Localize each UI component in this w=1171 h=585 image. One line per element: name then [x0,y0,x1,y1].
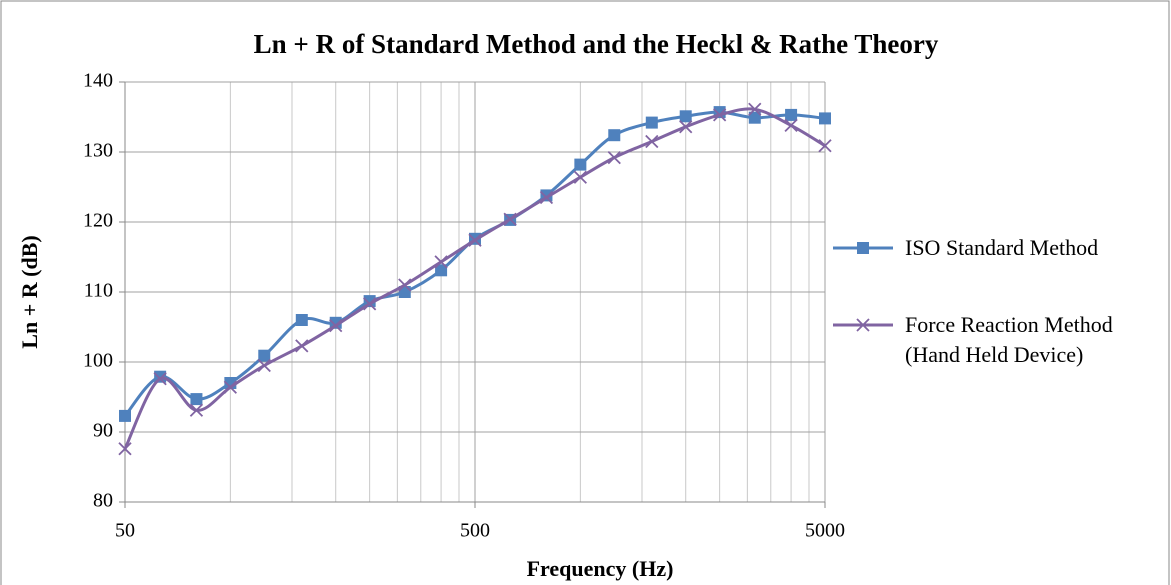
point-marker [785,108,798,121]
point-marker [748,102,762,116]
point-marker [295,339,309,353]
point-marker [434,255,448,269]
point-marker [607,150,621,165]
point-marker [573,170,587,184]
point-marker [608,129,621,142]
chart-title: Ln + R of Standard Method and the Heckl … [254,29,939,59]
point-marker [190,393,203,406]
point-marker [819,112,831,125]
y-axis-label: Ln + R (dB) [17,235,42,348]
point-marker [818,139,832,153]
legend-label: ISO Standard Method [905,235,1099,260]
point-marker [539,190,554,205]
point-marker [679,110,692,123]
point-marker [468,233,482,247]
y-tick-label: 80 [93,490,113,512]
point-marker [748,111,761,124]
point-marker [329,318,343,333]
point-marker [713,108,727,122]
x-tick-label: 5000 [805,520,845,542]
legend-label: Force Reaction Method (Hand Held Device) [905,312,1113,367]
x-axis-label: Frequency (Hz) [527,556,674,581]
legend-marker [856,318,870,332]
point-marker [679,120,693,134]
point-marker [119,409,131,422]
point-marker [398,278,412,292]
point-marker [223,380,237,394]
y-tick-label: 100 [83,350,113,372]
point-marker [645,116,658,129]
x-tick-label: 50 [115,520,135,542]
point-marker [645,134,659,149]
point-marker [784,118,798,133]
y-tick-label: 140 [83,70,113,92]
x-tick-label: 500 [460,520,490,542]
y-tick-label: 120 [83,210,113,232]
y-tick-label: 130 [83,140,113,162]
point-marker [574,158,587,171]
point-marker [503,212,517,226]
legend-marker [857,242,869,254]
point-marker [257,358,271,373]
point-marker [118,442,132,456]
point-marker [295,314,308,326]
point-marker [189,403,204,417]
y-tick-label: 110 [84,280,113,302]
point-marker [153,372,167,386]
point-marker [258,349,271,362]
point-marker [435,264,448,277]
y-tick-label: 90 [93,420,113,442]
point-marker [363,297,377,311]
